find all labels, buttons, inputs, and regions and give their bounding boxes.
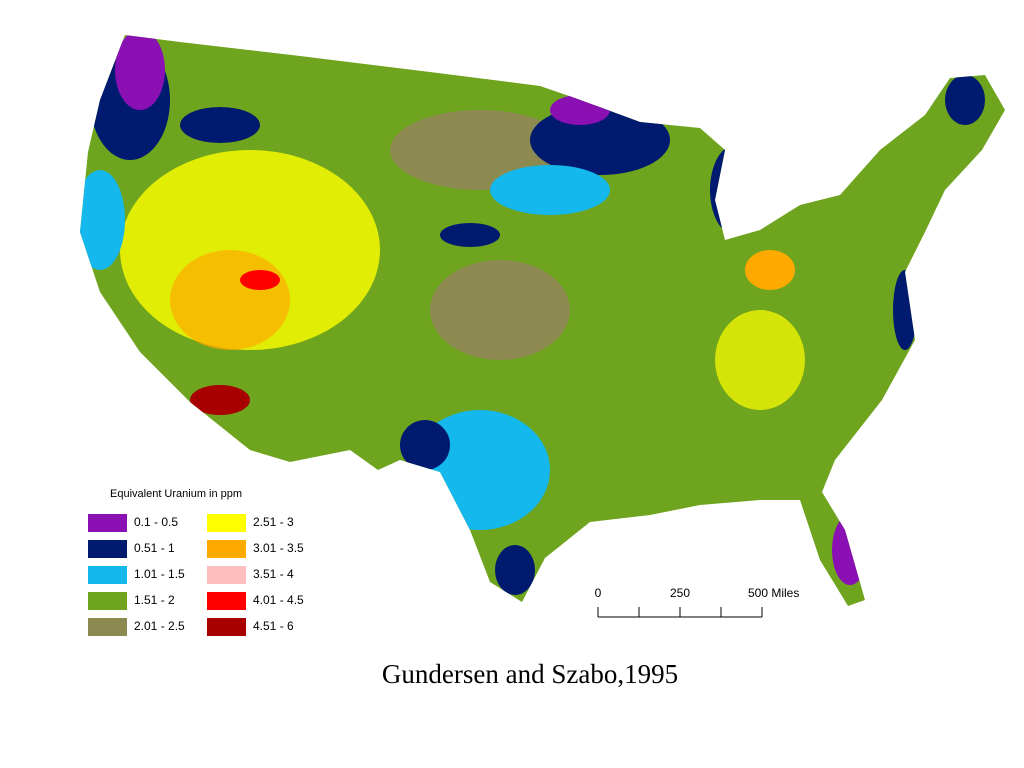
legend-label: 4.01 - 4.5 bbox=[253, 593, 304, 607]
legend-title: Equivalent Uranium in ppm bbox=[110, 488, 242, 500]
scale-label: 250 bbox=[670, 586, 690, 600]
legend-swatch bbox=[207, 514, 246, 532]
legend-swatch bbox=[88, 618, 127, 636]
legend-label: 0.51 - 1 bbox=[134, 541, 175, 555]
scale-label: 500 Miles bbox=[748, 586, 799, 600]
legend-swatch bbox=[88, 540, 127, 558]
legend-swatch bbox=[88, 592, 127, 610]
scale-bar bbox=[597, 607, 763, 618]
legend-swatch bbox=[207, 540, 246, 558]
legend-swatch bbox=[207, 592, 246, 610]
legend-label: 1.01 - 1.5 bbox=[134, 567, 185, 581]
scale-label: 0 bbox=[595, 586, 602, 600]
legend-swatch bbox=[88, 514, 127, 532]
legend: 0.1 - 0.5 0.51 - 1 1.01 - 1.5 1.51 - 2 2.01 … bbox=[88, 514, 304, 636]
legend-swatch bbox=[88, 566, 127, 584]
legend-label: 2.51 - 3 bbox=[253, 515, 294, 529]
caption: Gundersen and Szabo,1995 bbox=[382, 659, 678, 689]
legend-label: 1.51 - 2 bbox=[134, 593, 175, 607]
legend-swatch bbox=[207, 618, 246, 636]
legend-label: 3.01 - 3.5 bbox=[253, 541, 304, 555]
legend-label: 4.51 - 6 bbox=[253, 619, 294, 633]
legend-label: 3.51 - 4 bbox=[253, 567, 294, 581]
legend-label: 0.1 - 0.5 bbox=[134, 515, 178, 529]
legend-swatch bbox=[207, 566, 246, 584]
legend-label: 2.01 - 2.5 bbox=[134, 619, 185, 633]
